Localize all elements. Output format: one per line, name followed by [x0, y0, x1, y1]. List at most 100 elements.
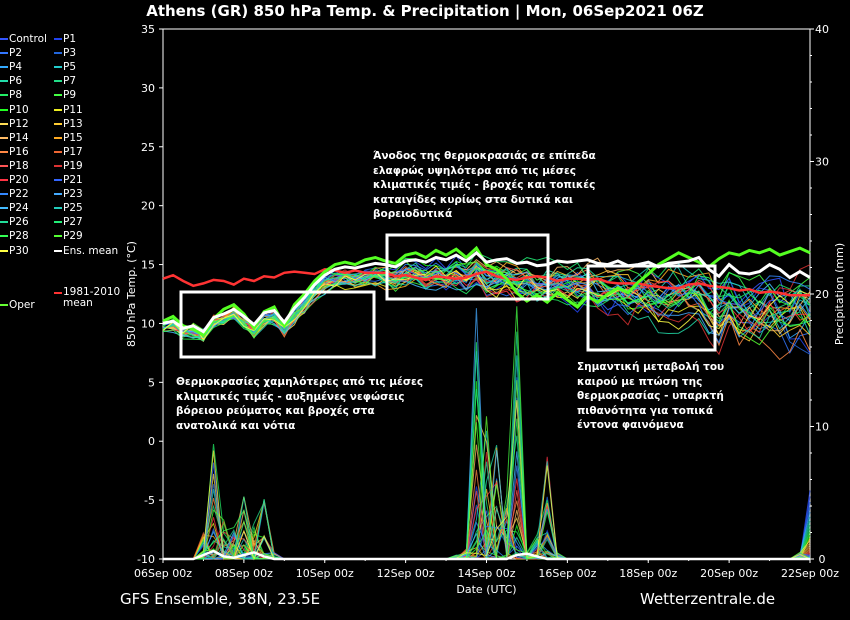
legend-swatch	[54, 249, 62, 252]
series-line-ens-mean	[162, 250, 811, 334]
annotation-box-2	[385, 233, 550, 301]
y-tick-label: 0	[148, 435, 155, 448]
legend-label: P6	[9, 75, 23, 88]
annotation-2: Άνοδος της θερμοκρασιάς σε επίπεδα ελαφρώ…	[373, 149, 596, 222]
member-line	[162, 263, 811, 342]
y-tick-label: 35	[141, 23, 155, 36]
x-axis-label: Date (UTC)	[456, 583, 516, 596]
annotation-box-3	[586, 264, 717, 352]
x-tick-label: 14Sep 00z	[458, 567, 516, 580]
legend-swatch	[54, 52, 62, 55]
legend-label: P8	[9, 89, 23, 102]
legend-label: P3	[63, 47, 77, 60]
annotation-line: πιθανότητα για τοπικά	[577, 404, 714, 417]
legend-swatch	[0, 249, 8, 252]
annotation-line: βορειοδυτικά	[373, 208, 453, 220]
legend-label: P13	[63, 117, 83, 130]
legend-swatch	[0, 164, 8, 167]
legend-label: P4	[9, 61, 23, 74]
annotation-line: ελαφρώς υψηλότερα από τις μέσες	[373, 164, 577, 177]
legend-label: P18	[9, 159, 29, 172]
legend-swatch	[0, 122, 8, 125]
legend-label: P12	[9, 117, 29, 130]
legend-label: P9	[63, 89, 77, 102]
legend-swatch	[54, 122, 62, 125]
x-tick-label: 08Sep 00z	[215, 567, 273, 580]
legend-swatch	[0, 136, 8, 139]
x-tick-label: 20Sep 00z	[700, 567, 758, 580]
y-tick-label: 20	[141, 200, 155, 213]
member-line	[162, 264, 811, 356]
legend-swatch	[54, 94, 62, 97]
legend-swatch	[0, 80, 8, 83]
x-tick-label: 16Sep 00z	[538, 567, 596, 580]
annotation-box-1	[179, 290, 376, 359]
legend-swatch	[54, 164, 62, 167]
legend-swatch	[54, 80, 62, 83]
legend-swatch	[0, 304, 8, 306]
legend-label: P21	[63, 174, 83, 186]
legend-label: P16	[9, 145, 29, 158]
y-axis-label: 850 hPa Temp. (°C)	[125, 241, 138, 347]
legend-label: 1981-2010 mean	[63, 286, 121, 309]
y-tick-label: 15	[141, 259, 155, 272]
precip-mean-line	[163, 549, 810, 561]
member-line	[162, 262, 811, 339]
y2-tick-label: 30	[815, 156, 829, 169]
annotation-line: Σημαντική μεταβολή του	[577, 361, 725, 373]
legend-swatch	[54, 108, 62, 111]
x-tick-label: 06Sep 00z	[134, 567, 192, 580]
annotation-line: Άνοδος της θερμοκρασιάς σε επίπεδα	[373, 150, 596, 162]
legend-swatch	[0, 52, 8, 55]
y2-tick-label: 10	[815, 421, 829, 434]
legend-swatch	[0, 94, 8, 97]
legend-label: P10	[9, 103, 29, 116]
annotation-line: κλιματικές τιμές - αυξημένες νεφώσεις	[176, 390, 405, 403]
y-tick-label: 5	[148, 376, 155, 389]
legend-label: P1	[63, 33, 77, 45]
legend-swatch	[54, 207, 62, 210]
legend-label: Control	[9, 33, 47, 45]
legend-swatch	[0, 108, 8, 111]
legend-swatch	[54, 150, 62, 153]
legend-swatch	[0, 66, 8, 69]
legend-swatch	[54, 235, 62, 238]
legend-swatch	[0, 150, 8, 153]
annotation-line: ανατολικά και νότια	[176, 419, 296, 432]
legend-label: P20	[9, 174, 29, 186]
legend-label: P22	[9, 188, 29, 201]
legend-swatch	[54, 66, 62, 69]
legend-label: P26	[9, 216, 29, 229]
legend-label: P27	[63, 216, 83, 229]
legend-label: P2	[9, 47, 23, 60]
legend-label: P17	[63, 145, 83, 158]
legend-label: P23	[63, 188, 83, 201]
annotation-line: καιρού με πτώση της	[577, 375, 703, 388]
y2-tick-label: 40	[815, 23, 829, 36]
legend-swatch	[54, 193, 62, 196]
y-tick-label: 30	[141, 82, 155, 95]
legend-label: P25	[63, 202, 83, 215]
legend-label: P29	[63, 230, 83, 243]
legend-swatch	[54, 292, 62, 294]
annotation-line: Θερμοκρασίες χαμηλότερες από τις μέσες	[176, 376, 424, 388]
legend-label: P5	[63, 61, 77, 74]
series-line-oper	[162, 245, 811, 338]
legend-label: Oper	[9, 299, 35, 311]
legend-swatch	[0, 179, 8, 181]
y2-axis-label: Precipitation (mm)	[833, 243, 846, 345]
legend-swatch	[54, 38, 62, 40]
member-line	[162, 271, 811, 354]
x-tick-label: 12Sep 00z	[377, 567, 435, 580]
legend-label: P19	[63, 159, 83, 172]
y-tick-label: 25	[141, 141, 155, 154]
x-tick-label: 10Sep 00z	[296, 567, 354, 580]
legend-swatch	[0, 235, 8, 238]
legend-label: P30	[9, 244, 29, 257]
series-line-1981-2010-mean	[162, 268, 810, 297]
member-line	[162, 265, 811, 341]
legend-label: P15	[63, 131, 83, 144]
chart-title: Athens (GR) 850 hPa Temp. & Precipitatio…	[146, 2, 704, 20]
legend-swatch	[54, 136, 62, 139]
